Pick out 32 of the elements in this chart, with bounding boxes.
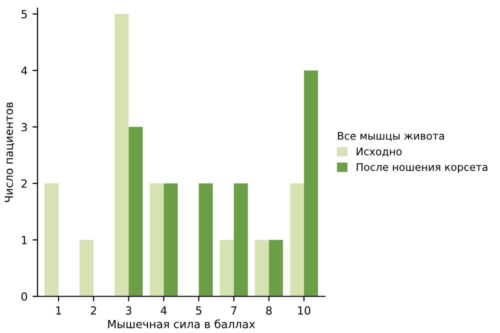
bar bbox=[220, 240, 234, 296]
legend-title: Все мышцы живота bbox=[338, 132, 444, 142]
y-tick-label: 4 bbox=[21, 66, 28, 75]
y-tick-label: 0 bbox=[21, 292, 28, 301]
x-tick-label: 2 bbox=[90, 306, 96, 315]
y-tick-label: 5 bbox=[22, 10, 27, 18]
y-tick-label: 1 bbox=[22, 236, 27, 244]
bar bbox=[234, 183, 248, 296]
x-tick-label: 3 bbox=[126, 306, 132, 315]
bar bbox=[44, 183, 59, 296]
bar bbox=[198, 183, 213, 296]
y-tick-label: 2 bbox=[22, 179, 27, 188]
x-axis-title: Мышечная сила в баллах bbox=[108, 319, 256, 328]
legend-label: Исходно bbox=[356, 148, 402, 157]
bar bbox=[164, 183, 178, 296]
bar bbox=[268, 240, 283, 296]
x-tick-label: 8 bbox=[266, 306, 272, 315]
bar bbox=[80, 240, 94, 296]
x-tick-label: 10 bbox=[298, 306, 310, 315]
bar bbox=[304, 70, 318, 296]
bar bbox=[254, 240, 269, 296]
bar bbox=[290, 183, 304, 296]
bar bbox=[128, 126, 143, 296]
bar bbox=[114, 14, 129, 296]
legend-label: После ношения корсета bbox=[356, 163, 488, 173]
x-tick-label: 1 bbox=[56, 306, 62, 315]
x-tick-label: 7 bbox=[231, 306, 236, 315]
x-tick-label: 4 bbox=[160, 306, 167, 315]
x-tick-label: 5 bbox=[196, 306, 202, 315]
y-axis-title: Число пациентов bbox=[4, 102, 14, 202]
y-tick-label: 3 bbox=[22, 122, 27, 132]
bar bbox=[150, 183, 164, 296]
